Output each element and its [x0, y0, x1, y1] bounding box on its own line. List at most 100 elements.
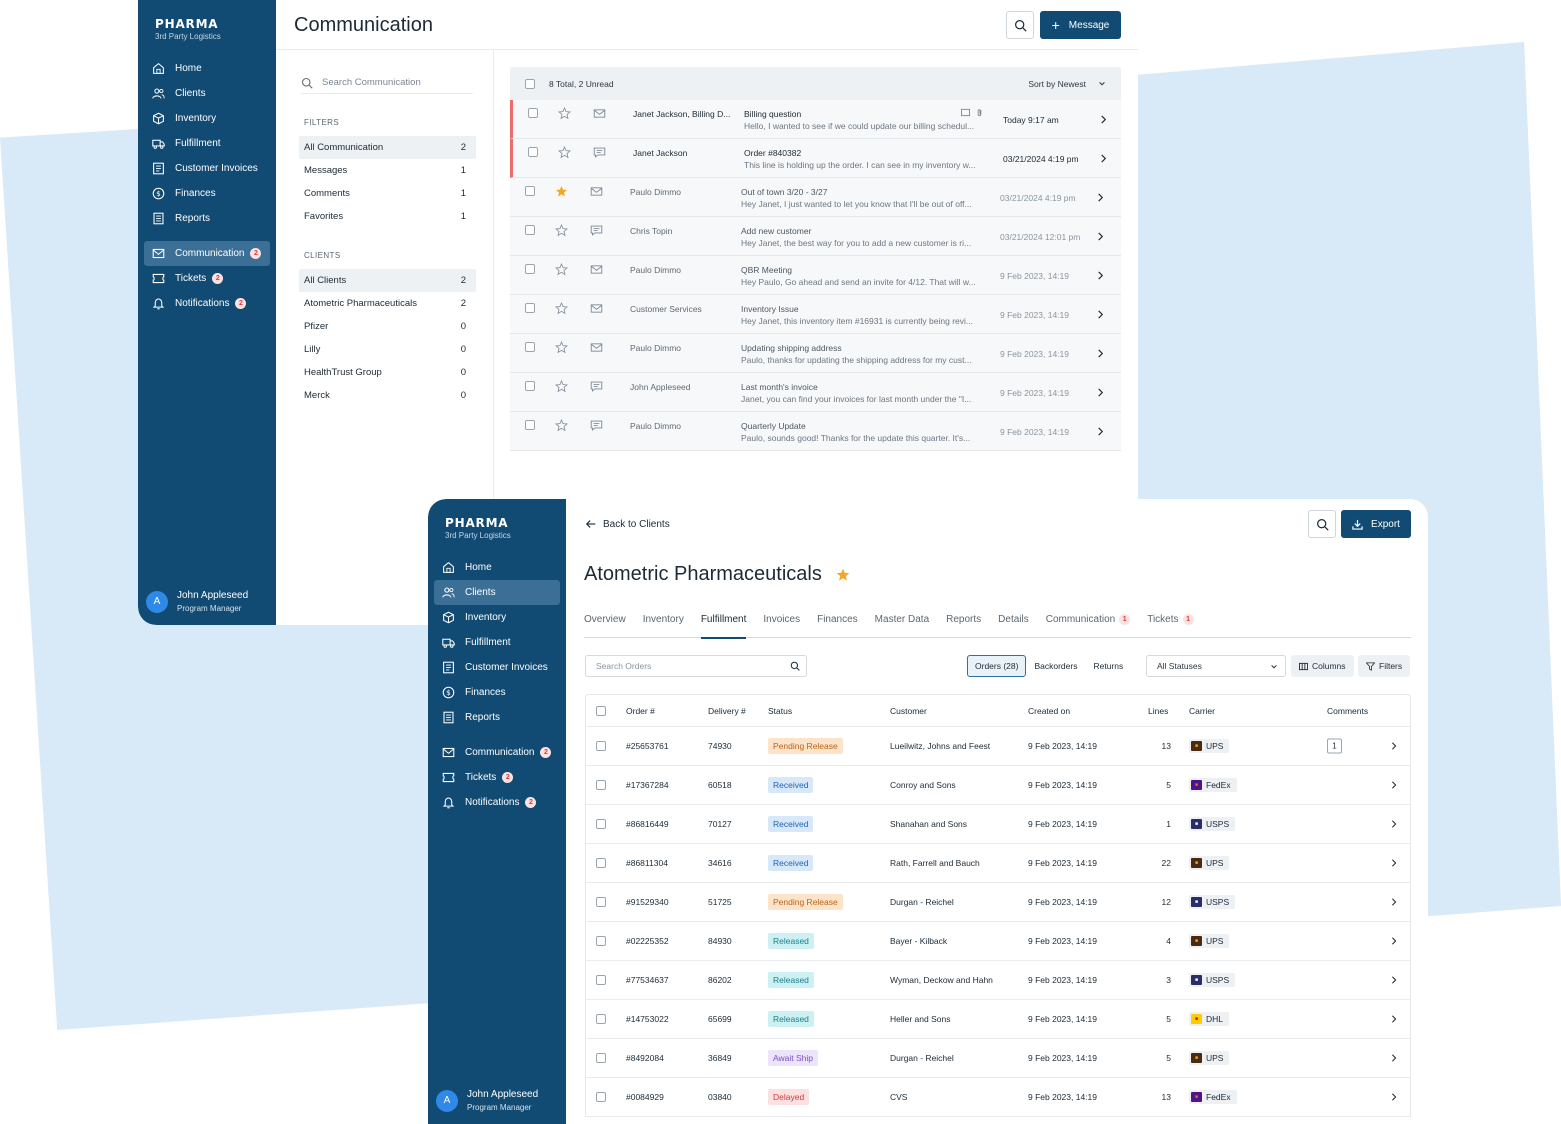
filter-item-merck[interactable]: Merck 0	[299, 384, 476, 407]
order-number[interactable]: #86811304	[626, 858, 668, 868]
sidebar-item-reports[interactable]: Reports	[434, 705, 560, 730]
header-status[interactable]: Status	[768, 705, 793, 716]
comment-count[interactable]: 1	[1327, 738, 1342, 754]
row-checkbox[interactable]	[596, 936, 606, 946]
filter-item-messages[interactable]: Messages 1	[299, 159, 476, 182]
chevron-right-icon[interactable]	[1390, 937, 1398, 945]
sidebar-item-customer-invoices[interactable]: Customer Invoices	[434, 655, 560, 680]
header-delivery[interactable]: Delivery #	[708, 705, 746, 716]
row-checkbox[interactable]	[596, 1053, 606, 1063]
sidebar-item-finances[interactable]: $ Finances	[144, 181, 270, 206]
search-orders-input[interactable]: Search Orders	[585, 655, 807, 677]
message-checkbox[interactable]	[525, 264, 535, 274]
tab-fulfillment[interactable]: Fulfillment	[700, 611, 746, 639]
sidebar-item-inventory[interactable]: Inventory	[434, 605, 560, 630]
header-created[interactable]: Created on	[1028, 705, 1071, 716]
star-icon[interactable]	[554, 301, 569, 315]
sidebar-item-notifications[interactable]: Notifications 2	[434, 790, 560, 815]
sidebar-item-clients[interactable]: Clients	[434, 580, 560, 605]
filters-button[interactable]: Filters	[1358, 655, 1411, 677]
message-checkbox[interactable]	[525, 303, 535, 313]
sidebar-item-home[interactable]: Home	[434, 555, 560, 580]
table-row[interactable]: #86816449 70127 Received Shanahan and Sons 9…	[586, 805, 1410, 844]
segment-returns[interactable]: Returns	[1093, 661, 1124, 671]
star-icon[interactable]	[554, 340, 569, 354]
order-number[interactable]: #02225352	[626, 936, 669, 946]
order-number[interactable]: #17367284	[626, 780, 669, 790]
new-message-button[interactable]: + Message	[1040, 11, 1121, 39]
select-all-checkbox[interactable]	[596, 705, 606, 716]
chevron-right-icon[interactable]	[1390, 1015, 1398, 1023]
table-row[interactable]: #17367284 60518 Received Conroy and Sons 9 F…	[586, 766, 1410, 805]
sidebar-item-fulfillment[interactable]: Fulfillment	[434, 630, 560, 655]
header-comments[interactable]: Comments	[1327, 705, 1369, 716]
chevron-right-icon[interactable]	[1390, 820, 1398, 828]
table-row[interactable]: #02225352 84930 Released Bayer - Kilback 9 F…	[586, 922, 1410, 961]
tab-finances[interactable]: Finances	[817, 611, 858, 638]
message-row[interactable]: Customer Services Inventory Issue Hey Jane…	[510, 295, 1121, 334]
message-row[interactable]: Paulo Dimmo Out of town 3/20 - 3/27 Hey Ja…	[510, 178, 1121, 217]
table-row[interactable]: #77534637 86202 Released Wyman, Deckow and …	[586, 961, 1410, 1000]
filter-item-comments[interactable]: Comments 1	[299, 182, 476, 205]
chevron-right-icon[interactable]	[1096, 427, 1105, 436]
select-all-checkbox[interactable]	[525, 78, 535, 89]
row-checkbox[interactable]	[596, 975, 606, 985]
star-icon[interactable]	[554, 418, 569, 432]
sidebar-item-home[interactable]: Home	[144, 56, 270, 81]
message-checkbox[interactable]	[525, 342, 535, 352]
order-number[interactable]: #91529340	[626, 897, 669, 907]
segment-backorders[interactable]: Backorders	[1034, 661, 1078, 671]
star-icon[interactable]	[554, 262, 569, 276]
row-checkbox[interactable]	[596, 858, 606, 868]
message-checkbox[interactable]	[528, 147, 538, 157]
filter-item-favorites[interactable]: Favorites 1	[299, 205, 476, 228]
tab-details[interactable]: Details	[998, 611, 1029, 638]
message-row[interactable]: Paulo Dimmo QBR Meeting Hey Paulo, Go ahea…	[510, 256, 1121, 295]
chevron-right-icon[interactable]	[1096, 388, 1105, 397]
status-filter-select[interactable]: All Statuses	[1146, 655, 1286, 677]
header-lines[interactable]: Lines	[1148, 705, 1169, 716]
message-row[interactable]: Paulo Dimmo Updating shipping address Paul…	[510, 334, 1121, 373]
chevron-right-icon[interactable]	[1096, 271, 1105, 280]
sidebar-item-finances[interactable]: $ Finances	[434, 680, 560, 705]
message-row[interactable]: John Appleseed Last month's invoice Janet,…	[510, 373, 1121, 412]
sidebar-item-clients[interactable]: Clients	[144, 81, 270, 106]
filter-item-all-communication[interactable]: All Communication 2	[299, 136, 476, 159]
tab-invoices[interactable]: Invoices	[763, 611, 800, 638]
star-icon[interactable]	[557, 145, 572, 159]
sidebar-item-inventory[interactable]: Inventory	[144, 106, 270, 131]
row-checkbox[interactable]	[596, 897, 606, 907]
chevron-right-icon[interactable]	[1099, 115, 1108, 124]
sidebar-item-notifications[interactable]: Notifications 2	[144, 291, 270, 316]
message-checkbox[interactable]	[525, 186, 535, 196]
filter-item-lilly[interactable]: Lilly 0	[299, 338, 476, 361]
sidebar-item-communication[interactable]: Communication 2	[144, 241, 270, 266]
tab-inventory[interactable]: Inventory	[643, 611, 684, 638]
row-checkbox[interactable]	[596, 780, 606, 790]
sidebar-item-fulfillment[interactable]: Fulfillment	[144, 131, 270, 156]
row-checkbox[interactable]	[596, 1092, 606, 1102]
order-number[interactable]: #77534637	[626, 975, 669, 985]
row-checkbox[interactable]	[596, 1014, 606, 1024]
chevron-right-icon[interactable]	[1390, 1093, 1398, 1101]
table-row[interactable]: #25653761 74930 Pending Release Lueilwitz, …	[586, 727, 1410, 766]
chevron-right-icon[interactable]	[1096, 310, 1105, 319]
sidebar-item-tickets[interactable]: Tickets 2	[434, 765, 560, 790]
table-row[interactable]: #86811304 34616 Received Rath, Farrell and …	[586, 844, 1410, 883]
order-number[interactable]: #0084929	[626, 1092, 664, 1102]
sidebar-item-communication[interactable]: Communication 2	[434, 740, 560, 765]
sidebar-item-tickets[interactable]: Tickets 2	[144, 266, 270, 291]
message-checkbox[interactable]	[525, 381, 535, 391]
message-row[interactable]: Janet Jackson, Billing D... Billing quest…	[510, 100, 1121, 139]
order-number[interactable]: #25653761	[626, 741, 669, 751]
message-checkbox[interactable]	[528, 108, 538, 118]
table-row[interactable]: #8492084 36849 Await Ship Durgan - Reichel 9…	[586, 1039, 1410, 1078]
chevron-right-icon[interactable]	[1390, 898, 1398, 906]
row-checkbox[interactable]	[596, 741, 606, 751]
order-number[interactable]: #8492084	[626, 1053, 664, 1063]
header-customer[interactable]: Customer	[890, 705, 927, 716]
tab-master-data[interactable]: Master Data	[875, 611, 929, 638]
tab-communication[interactable]: Communication 1	[1046, 611, 1131, 638]
tab-reports[interactable]: Reports	[946, 611, 981, 638]
chevron-right-icon[interactable]	[1390, 781, 1398, 789]
